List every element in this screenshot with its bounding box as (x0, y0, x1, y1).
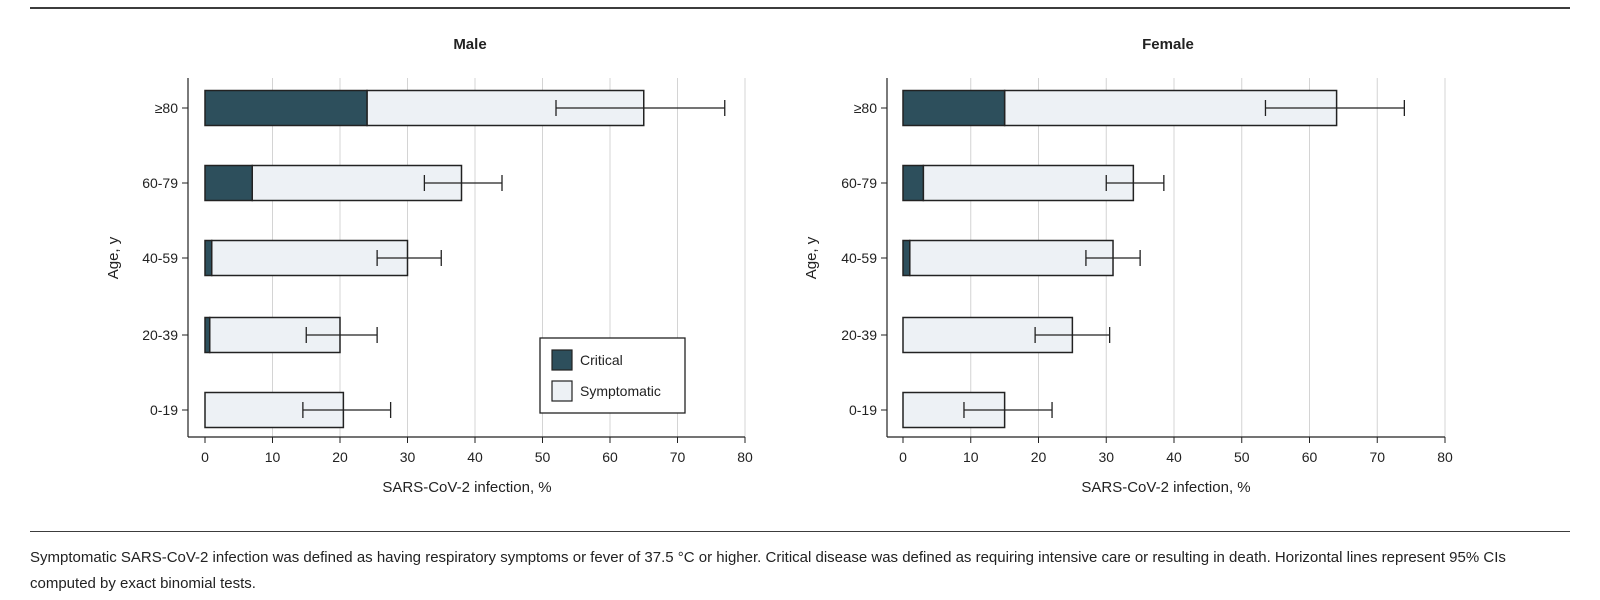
male-category-label: 0-19 (150, 402, 178, 418)
male-x-tick-label: 30 (400, 449, 416, 465)
male-bar-critical (204, 89, 368, 127)
figure-caption: Symptomatic SARS-CoV-2 infection was def… (30, 549, 1506, 592)
female-category-label: ≥80 (854, 100, 877, 116)
female-x-tick-label: 20 (1031, 449, 1047, 465)
male-x-tick-label: 70 (670, 449, 686, 465)
male-x-tick-label: 50 (535, 449, 551, 465)
legend-label-symptomatic: Symptomatic (580, 383, 661, 399)
male-bar-critical (204, 164, 253, 202)
female-chart-title: Female (1142, 36, 1194, 53)
female-bar-critical (902, 89, 1006, 127)
male-x-tick-label: 80 (737, 449, 753, 465)
female-category-label: 20-39 (841, 327, 877, 343)
female-bar-symptomatic (902, 316, 1074, 354)
top-rule (30, 7, 1570, 9)
female-bar-critical (902, 164, 925, 202)
male-x-tick-label: 10 (265, 449, 281, 465)
legend-swatch-symptomatic (551, 380, 573, 402)
female-category-label: 40-59 (841, 250, 877, 266)
female-bar-symptomatic (909, 239, 1114, 277)
female-x-tick-label: 10 (963, 449, 979, 465)
male-x-tick-label: 60 (602, 449, 618, 465)
male-x-axis-label: SARS-CoV-2 infection, % (382, 479, 551, 496)
legend-label-critical: Critical (580, 352, 623, 368)
female-category-label: 60-79 (841, 175, 877, 191)
female-x-tick-label: 50 (1234, 449, 1250, 465)
legend-box (539, 337, 686, 414)
female-x-axis-label: SARS-CoV-2 infection, % (1081, 479, 1250, 496)
male-x-tick-label: 40 (467, 449, 483, 465)
female-x-tick-label: 40 (1166, 449, 1182, 465)
male-chart-title: Male (453, 36, 486, 53)
female-x-tick-label: 70 (1369, 449, 1385, 465)
female-category-label: 0-19 (849, 402, 877, 418)
female-x-tick-label: 0 (899, 449, 907, 465)
male-category-label: 20-39 (142, 327, 178, 343)
male-x-tick-label: 20 (332, 449, 348, 465)
caption-rule (30, 531, 1570, 532)
figure-charts: Male 0 10 20 30 40 50 60 70 80 SARS-CoV-2 infectio… (105, 36, 1453, 496)
male-category-label: 40-59 (142, 250, 178, 266)
female-x-tick-label: 60 (1302, 449, 1318, 465)
legend-swatch-critical (551, 349, 573, 371)
female-bar-critical (902, 239, 911, 277)
male-bar-critical (204, 316, 211, 354)
male-category-label: ≥80 (155, 100, 178, 116)
male-y-axis-label: Age, y (105, 236, 122, 279)
female-x-tick-label: 30 (1098, 449, 1114, 465)
female-bar-symptomatic (922, 164, 1135, 202)
male-category-label: 60-79 (142, 175, 178, 191)
male-bar-critical (204, 239, 213, 277)
male-x-tick-label: 0 (201, 449, 209, 465)
male-bar-symptomatic (211, 239, 409, 277)
female-x-tick-label: 80 (1437, 449, 1453, 465)
female-y-axis-label: Age, y (803, 236, 820, 279)
